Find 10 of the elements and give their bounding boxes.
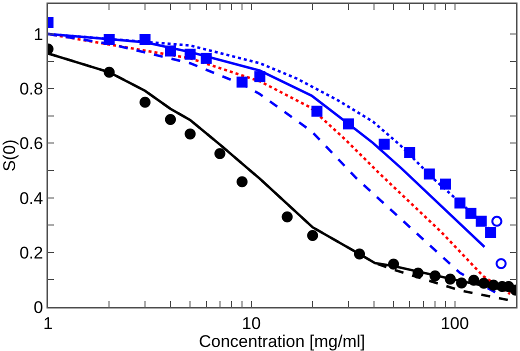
y-tick-label: 0.4 <box>19 188 44 208</box>
y-tick-label: 1 <box>34 24 44 44</box>
y-tick-label: 0 <box>34 298 44 317</box>
y-axis-title: S(0) <box>0 139 19 172</box>
y-tick-label: 0.2 <box>19 243 44 262</box>
x-axis-title: Concentration [mg/ml] <box>198 332 366 351</box>
y-tick-label: 0.6 <box>19 134 44 154</box>
y-tick-label: 0.8 <box>19 80 44 99</box>
x-tick-label: 100 <box>440 314 469 333</box>
x-tick-label: 10 <box>242 314 261 333</box>
